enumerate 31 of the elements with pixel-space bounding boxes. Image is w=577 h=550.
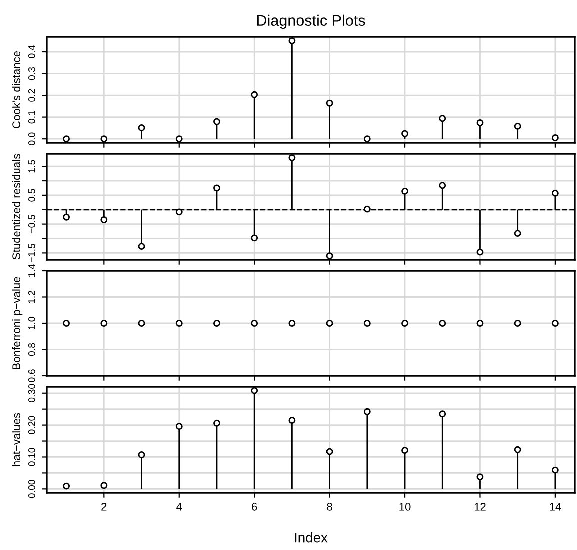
x-tick-label: 10 — [400, 503, 411, 511]
y-tick-label: 1.4 — [28, 264, 36, 278]
x-tick-label: 4 — [176, 503, 182, 511]
y-axis-title: Cook's distance — [12, 51, 20, 128]
y-tick-label: 0.1 — [28, 111, 36, 124]
y-tick-label: 0.8 — [28, 343, 36, 356]
chart-title: Diagnostic Plots — [257, 14, 366, 30]
y-tick-label: 1.2 — [28, 290, 36, 304]
x-tick-label: 6 — [252, 503, 258, 511]
y-tick-label: 1.5 — [28, 160, 36, 173]
y-tick-label: −0.5 — [28, 215, 36, 234]
y-axis-title: hat−values — [12, 413, 20, 466]
x-tick-label: 12 — [474, 503, 486, 511]
y-tick-label: 0.5 — [28, 189, 36, 202]
y-tick-label: 0.20 — [28, 416, 36, 434]
y-tick-label: 0.6 — [28, 370, 36, 382]
y-tick-label: 0.0 — [28, 132, 36, 146]
x-tick-label: 2 — [102, 503, 107, 511]
y-axis-title: Bonferroni p−value — [12, 277, 23, 370]
y-tick-label: 0.00 — [28, 480, 36, 498]
y-tick-label: 0.2 — [28, 89, 36, 102]
x-axis-title: Index — [295, 532, 328, 543]
y-tick-label: 0.4 — [28, 46, 36, 58]
y-tick-label: 1.0 — [28, 317, 36, 330]
y-axis-title: Studentized residuals — [12, 154, 20, 260]
x-tick-label: 8 — [327, 503, 332, 511]
y-tick-label: 0.10 — [28, 448, 36, 466]
x-tick-label: 14 — [550, 503, 562, 511]
y-tick-label: 0.3 — [28, 67, 36, 80]
y-tick-label: 0.30 — [28, 384, 36, 402]
y-tick-label: −1.5 — [28, 244, 36, 262]
